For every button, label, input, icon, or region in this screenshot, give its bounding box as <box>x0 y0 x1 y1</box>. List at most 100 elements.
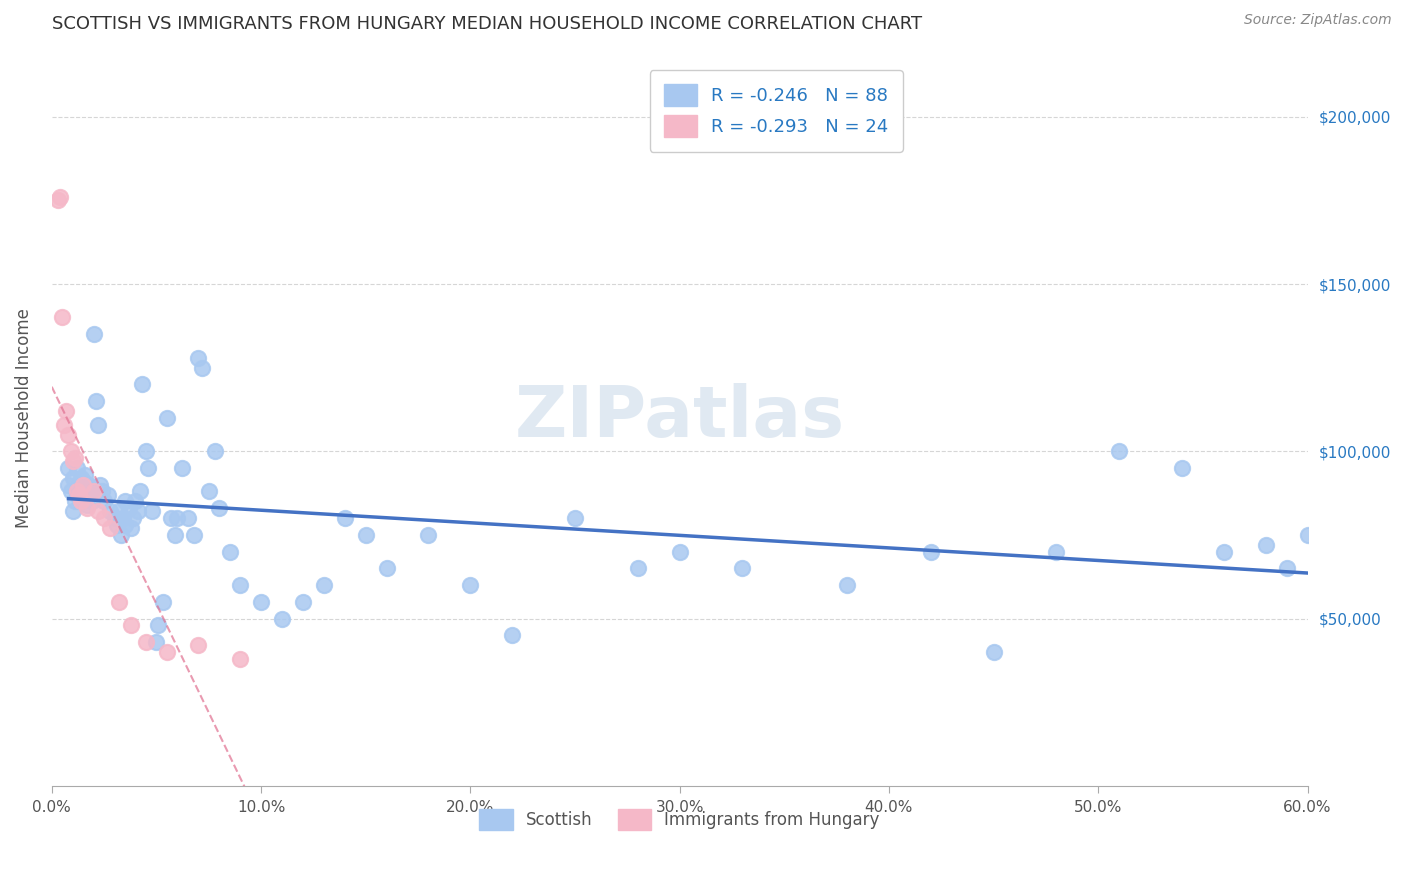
Point <box>197 484 219 499</box>
Point <box>354 528 377 542</box>
Point <box>55 404 77 418</box>
Point <box>120 618 142 632</box>
Point <box>152 595 174 609</box>
Point <box>107 504 129 518</box>
Point <box>66 461 89 475</box>
Point <box>62 504 84 518</box>
Point <box>80 494 103 508</box>
Legend: Scottish, Immigrants from Hungary: Scottish, Immigrants from Hungary <box>472 803 886 837</box>
Point <box>1045 544 1067 558</box>
Point <box>67 488 90 502</box>
Point <box>191 360 214 375</box>
Point <box>835 578 858 592</box>
Point <box>135 635 157 649</box>
Point <box>76 498 98 512</box>
Point <box>165 528 187 542</box>
Point <box>1296 528 1319 542</box>
Point <box>59 484 82 499</box>
Point <box>72 477 94 491</box>
Point <box>75 491 97 505</box>
Point <box>76 501 98 516</box>
Point <box>76 484 98 499</box>
Text: SCOTTISH VS IMMIGRANTS FROM HUNGARY MEDIAN HOUSEHOLD INCOME CORRELATION CHART: SCOTTISH VS IMMIGRANTS FROM HUNGARY MEDI… <box>52 15 922 33</box>
Point <box>93 511 115 525</box>
Point <box>204 444 226 458</box>
Point <box>66 488 89 502</box>
Point <box>122 511 145 525</box>
Point <box>460 578 482 592</box>
Point <box>58 427 80 442</box>
Point <box>89 477 111 491</box>
Point <box>53 417 76 432</box>
Point <box>110 528 132 542</box>
Point <box>731 561 754 575</box>
Point <box>83 327 105 342</box>
Y-axis label: Median Household Income: Median Household Income <box>15 308 32 528</box>
Point <box>141 504 163 518</box>
Point <box>83 484 105 499</box>
Point <box>1254 538 1277 552</box>
Point <box>250 595 273 609</box>
Point <box>187 351 209 365</box>
Point <box>118 501 141 516</box>
Point <box>668 544 690 558</box>
Point <box>156 645 179 659</box>
Point <box>983 645 1005 659</box>
Point <box>1108 444 1130 458</box>
Point <box>87 417 110 432</box>
Point <box>271 611 294 625</box>
Point <box>124 494 146 508</box>
Point <box>70 494 93 508</box>
Point <box>1275 561 1298 575</box>
Point <box>62 454 84 468</box>
Point <box>114 517 136 532</box>
Point <box>67 477 90 491</box>
Point <box>218 544 240 558</box>
Point <box>111 511 134 525</box>
Point <box>72 484 94 499</box>
Point <box>920 544 942 558</box>
Point <box>1212 544 1234 558</box>
Point <box>87 504 110 518</box>
Point <box>114 494 136 508</box>
Point <box>63 494 86 508</box>
Point <box>229 651 252 665</box>
Point <box>627 561 650 575</box>
Point <box>58 477 80 491</box>
Point <box>107 595 129 609</box>
Point <box>145 635 167 649</box>
Point <box>564 511 586 525</box>
Point <box>120 521 142 535</box>
Point <box>62 471 84 485</box>
Point <box>136 461 159 475</box>
Point <box>105 517 128 532</box>
Point <box>127 504 149 518</box>
Point <box>93 494 115 508</box>
Point <box>46 194 69 208</box>
Point <box>1171 461 1194 475</box>
Point <box>160 511 183 525</box>
Point <box>312 578 335 592</box>
Point <box>103 511 125 525</box>
Point <box>501 628 523 642</box>
Point <box>59 444 82 458</box>
Point <box>187 638 209 652</box>
Point <box>148 618 170 632</box>
Point <box>84 394 107 409</box>
Point <box>375 561 398 575</box>
Point <box>229 578 252 592</box>
Point <box>91 484 114 499</box>
Point <box>170 461 193 475</box>
Point <box>75 467 97 482</box>
Point <box>131 377 153 392</box>
Point <box>333 511 356 525</box>
Point <box>80 481 103 495</box>
Point <box>51 310 73 325</box>
Point <box>49 190 72 204</box>
Point <box>67 484 90 499</box>
Point <box>70 494 93 508</box>
Point <box>135 444 157 458</box>
Point <box>156 410 179 425</box>
Point <box>418 528 440 542</box>
Point <box>98 504 121 518</box>
